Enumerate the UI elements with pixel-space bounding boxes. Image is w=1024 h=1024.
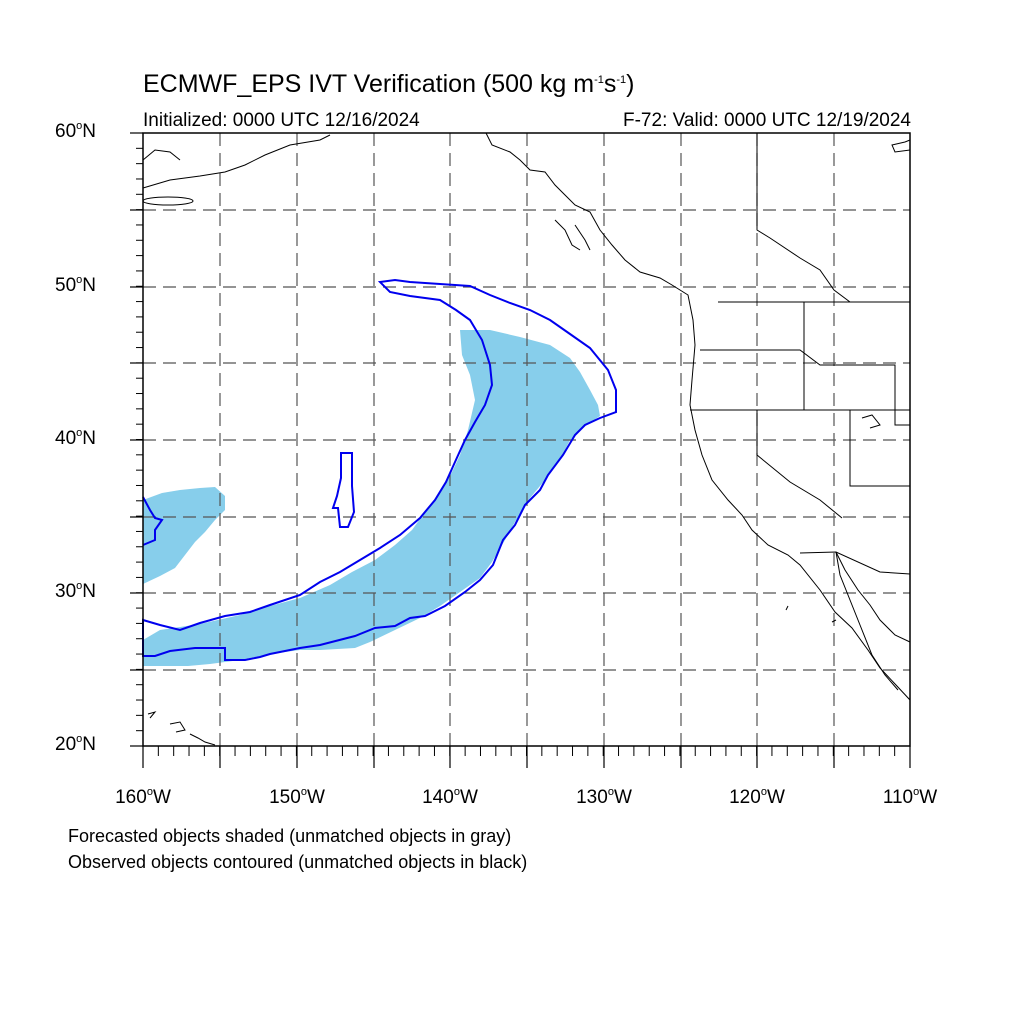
lat-label-60: 60oN bbox=[55, 120, 96, 142]
lon-label-130: 130oW bbox=[576, 786, 632, 808]
political-borders bbox=[690, 133, 911, 575]
legend-observed: Observed objects contoured (unmatched ob… bbox=[68, 852, 528, 872]
valid-time: F-72: Valid: 0000 UTC 12/19/2024 bbox=[623, 110, 911, 131]
lon-label-120: 120oW bbox=[729, 786, 785, 808]
observed-object-main bbox=[142, 278, 617, 661]
lon-label-160: 160oW bbox=[115, 786, 171, 808]
lon-label-110: 110oW bbox=[882, 786, 938, 808]
coastlines bbox=[142, 132, 911, 746]
lat-label-30: 30oN bbox=[55, 580, 96, 602]
lat-label-20: 20oN bbox=[55, 733, 96, 755]
map-title: ECMWF_EPS IVT Verification (500 kg m-1s-… bbox=[143, 70, 635, 98]
forecast-objects bbox=[143, 330, 600, 666]
forecast-object-main bbox=[143, 330, 600, 666]
lat-label-50: 50oN bbox=[55, 274, 96, 296]
legend-forecast: Forecasted objects shaded (unmatched obj… bbox=[68, 826, 512, 846]
initialized-time: Initialized: 0000 UTC 12/16/2024 bbox=[143, 110, 420, 131]
minor-ticks bbox=[136, 132, 911, 756]
forecast-object-west bbox=[143, 487, 225, 584]
lon-label-140: 140oW bbox=[422, 786, 478, 808]
observed-objects bbox=[142, 278, 617, 661]
lon-label-150: 150oW bbox=[269, 786, 325, 808]
observed-object-small bbox=[331, 452, 356, 528]
observed-object-west-edge bbox=[142, 496, 164, 546]
lat-label-40: 40oN bbox=[55, 427, 96, 449]
